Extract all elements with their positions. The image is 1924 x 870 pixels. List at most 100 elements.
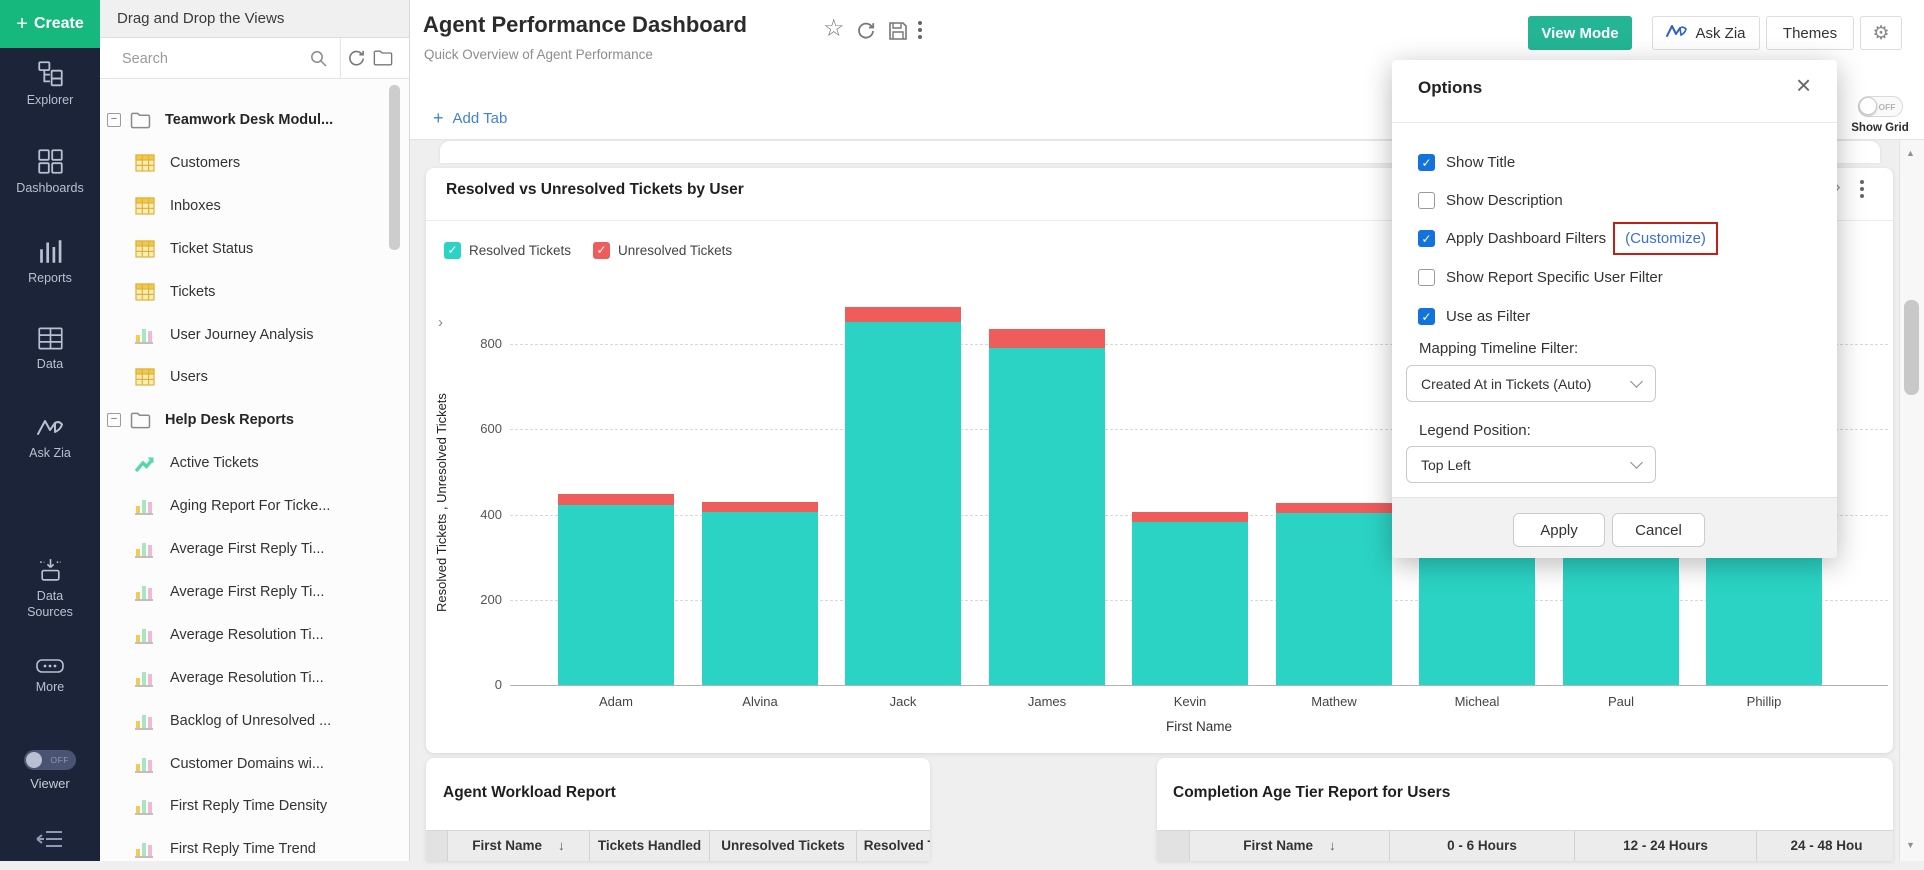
bar-resolved-jack[interactable] [845,321,961,685]
tree-item-user-journey-analysis[interactable]: User Journey Analysis [100,314,400,356]
tree-item-average-first-reply-ti[interactable]: Average First Reply Ti... [100,571,400,613]
create-button[interactable]: + Create [0,0,100,48]
view-mode-button[interactable]: View Mode [1528,16,1632,50]
bar-resolved-adam[interactable] [558,505,674,685]
checkbox-apply-dashboard-filters[interactable]: ✓ [1418,229,1435,247]
bar-resolved-james[interactable] [989,348,1105,685]
folder-view-icon[interactable] [373,49,393,72]
bar-unresolved-james[interactable] [989,329,1105,349]
collapse-folder-icon[interactable]: − [107,413,121,428]
column-header-tickets-handled[interactable]: Tickets Handled [590,830,710,861]
search-input[interactable] [100,38,341,79]
tree-item-average-resolution-ti[interactable]: Average Resolution Ti... [100,657,400,699]
checkbox-show-description[interactable] [1418,191,1435,209]
tree-item-backlog-of-unresolved[interactable]: Backlog of Unresolved ... [100,700,400,742]
scroll-up-icon[interactable]: ▲ [1906,148,1915,158]
dropdown-mapping-timeline-filter[interactable]: Created At in Tickets (Auto) [1406,365,1656,402]
page-scrollbar[interactable]: ▲ ▼ [1899,140,1924,861]
bar-unresolved-mathew[interactable] [1276,502,1392,513]
column-header-unresolved-tickets[interactable]: Unresolved Tickets [710,830,857,861]
sidebar-item-more[interactable]: More [0,658,100,696]
expand-card-icon[interactable]: › [1834,176,1841,198]
column-header-0-6-hours[interactable]: 0 - 6 Hours [1390,830,1575,861]
themes-button[interactable]: Themes [1766,16,1854,50]
show-grid-toggle[interactable]: OFF [1857,96,1903,117]
settings-button[interactable]: ⚙ [1860,16,1902,50]
legend-checkbox[interactable]: ✓ [593,242,611,259]
checkbox-show-report-specific-user-filter[interactable] [1418,268,1435,286]
gridline [510,429,1888,431]
legend-checkbox[interactable]: ✓ [444,242,461,259]
tree-item-inboxes[interactable]: Inboxes [100,185,400,227]
bar-unresolved-jack[interactable] [845,306,961,322]
tree-item-users[interactable]: Users [100,356,400,398]
bar-resolved-kevin[interactable] [1132,522,1248,685]
option-row-apply-dashboard-filters: ✓ Apply Dashboard Filters (Customize) [1418,218,1718,258]
refresh-views-icon[interactable] [347,49,366,73]
column-header-first-name[interactable]: First Name ↓ [448,830,590,861]
tree-item-average-resolution-ti[interactable]: Average Resolution Ti... [100,614,400,656]
close-icon[interactable]: × [1796,70,1812,100]
save-icon[interactable] [888,21,908,46]
bar-resolved-alvina[interactable] [702,511,818,685]
scrollbar-thumb[interactable] [1904,300,1919,395]
apply-button[interactable]: Apply [1513,513,1605,547]
sidebar-item-reports[interactable]: Reports [0,238,100,287]
sort-descending-icon[interactable]: ↓ [1329,838,1336,853]
table-header-row: First Name ↓ Tickets Handled Unresolved Tic… [426,830,930,861]
bar-unresolved-alvina[interactable] [702,502,818,512]
column-header-first-name[interactable]: First Name ↓ [1190,830,1390,861]
cancel-button[interactable]: Cancel [1612,513,1705,547]
refresh-icon[interactable] [856,21,876,46]
tree-item-label: Customer Domains wi... [170,755,324,772]
tree-item-ticket-status[interactable]: Ticket Status [100,228,400,270]
collapse-folder-icon[interactable]: − [107,113,121,127]
column-header-resolved-ti[interactable]: Resolved Ti [857,830,930,861]
tree-item-customers[interactable]: Customers [100,142,400,184]
sidebar-item-explorer[interactable]: Explorer [0,60,100,109]
sidebar-item-data[interactable]: Data [0,326,100,373]
bar-resolved-mathew[interactable] [1276,512,1392,685]
tree-item-label: First Reply Time Trend [170,841,316,858]
collapse-sidebar-icon[interactable] [36,828,64,855]
tree-scrollbar[interactable] [389,85,400,250]
tree-item-tickets[interactable]: Tickets [100,271,400,313]
tree-item-first-reply-time-trend[interactable]: First Reply Time Trend [100,828,400,870]
bar-unresolved-kevin[interactable] [1132,511,1248,523]
gear-icon: ⚙ [1872,22,1890,44]
axis-expand-icon[interactable]: › [438,314,443,331]
viewer-toggle-state: OFF [50,755,69,765]
tree-item-customer-domains-wi[interactable]: Customer Domains wi... [100,743,400,785]
table-icon [134,282,155,301]
ask-zia-button[interactable]: Ask Zia [1652,16,1760,50]
more-menu-icon[interactable] [918,21,922,39]
add-tab-button[interactable]: + Add Tab [433,108,507,129]
card-menu-icon[interactable] [1860,180,1864,198]
tree-item-help-desk-reports[interactable]: − Help Desk Reports [100,399,400,441]
plus-icon: + [433,108,444,128]
column-header-rownum[interactable] [426,830,448,861]
tree-item-average-first-reply-ti[interactable]: Average First Reply Ti... [100,528,400,570]
sidebar-item-data-sources[interactable]: Data Sources [0,556,100,620]
tree-item-aging-report-for-ticke[interactable]: Aging Report For Ticke... [100,485,400,527]
bar-unresolved-adam[interactable] [558,494,674,506]
viewer-toggle[interactable]: OFF [24,750,76,770]
divider [1392,122,1837,123]
column-header-24-48-hou[interactable]: 24 - 48 Hou [1757,830,1893,861]
sidebar-item-ask-zia[interactable]: Ask Zia [0,416,100,462]
sidebar-item-dashboards[interactable]: Dashboards [0,148,100,197]
sort-descending-icon[interactable]: ↓ [558,838,565,853]
column-header-rownum[interactable] [1157,830,1190,861]
checkbox-use-as-filter[interactable]: ✓ [1418,307,1435,325]
chart-icon [134,712,155,730]
checkbox-show-title[interactable]: ✓ [1418,153,1435,171]
column-header-12-24-hours[interactable]: 12 - 24 Hours [1575,830,1757,861]
tree-item-first-reply-time-density[interactable]: First Reply Time Density [100,785,400,827]
tree-item-teamwork-desk-modul[interactable]: − Teamwork Desk Modul... [100,99,400,141]
customize-link[interactable]: (Customize) [1625,229,1706,247]
tree-item-active-tickets[interactable]: Active Tickets [100,442,400,484]
show-grid-label: Show Grid [1851,122,1909,134]
scroll-down-icon[interactable]: ▼ [1906,840,1915,850]
dropdown-legend-position[interactable]: Top Left [1406,446,1656,483]
star-icon[interactable]: ☆ [823,15,845,42]
